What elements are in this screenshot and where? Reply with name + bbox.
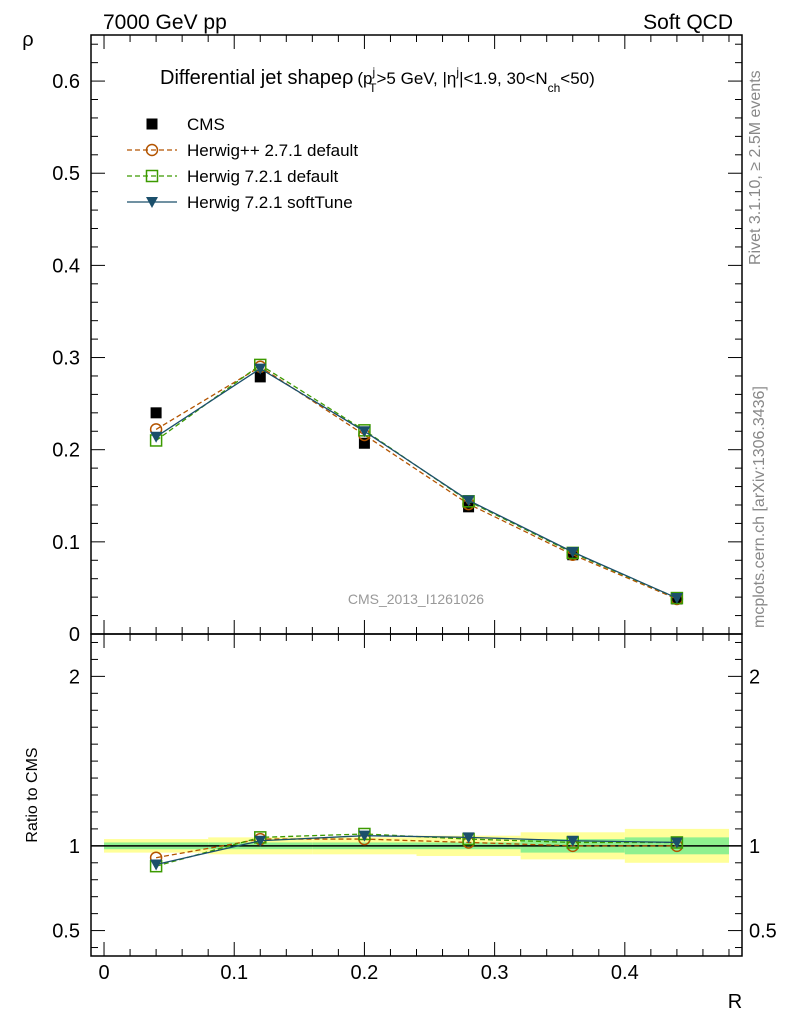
y-tick-label: 0.3 (52, 348, 80, 370)
ratio-y-tick-label: 2 (69, 666, 80, 688)
y-tick-label: 0.2 (52, 440, 80, 462)
main-plot-panel: 0.1 0.2 0.3 0.4 0.5 0.6 0 ρ Differential jet s… (22, 29, 743, 646)
ratio-y-tick-label: 0.5 (52, 921, 80, 943)
x-axis-label: R (728, 991, 742, 1013)
x-tick-label: 0 (98, 962, 109, 984)
legend-label: Herwig 7.2.1 default (187, 167, 338, 186)
ratio-point-series-2 (254, 835, 267, 847)
x-tick-label: 0.3 (481, 962, 509, 984)
legend-label: Herwig++ 2.7.1 default (187, 141, 358, 160)
ratio-y-tick-label: 1 (69, 836, 80, 858)
data-point-series-0 (150, 407, 162, 419)
title-main: Differential jet shape (160, 67, 342, 89)
data-point-series-3 (150, 431, 163, 443)
title-cut-mid: >5 GeV, |η (377, 69, 457, 88)
title-cut-p-sub: T (369, 81, 377, 95)
ratio-y-tick-label-right: 1 (749, 836, 760, 858)
ratio-y-tick-label-right: 0.5 (749, 921, 777, 943)
x-tick-label: 0.2 (351, 962, 379, 984)
data-point-series-3 (462, 495, 475, 507)
ratio-point-series-2 (358, 830, 371, 842)
data-point-series-3 (254, 363, 267, 375)
ratio-plot-frame (90, 633, 743, 957)
title-cut-open: (p (357, 69, 372, 88)
y-tick-label: 0.6 (52, 71, 80, 93)
legend-label: CMS (187, 115, 225, 134)
title-cut-mid2: |<1.9, 30<N (459, 69, 548, 88)
x-tick-label: 0.4 (611, 962, 639, 984)
series-line-1 (155, 365, 678, 600)
plot-title: Differential jet shapeρ (pj T>5 GeV, |ηj|<… (160, 65, 595, 95)
data-point-series-3 (670, 593, 683, 605)
legend-marker (146, 118, 158, 130)
title-cut-eta-sup: j (455, 65, 459, 79)
data-point-series-0 (358, 437, 370, 449)
legend: CMS Herwig++ 2.7.1 default Herwig 7.2.1 de… (127, 115, 358, 212)
header-left: 7000 GeV pp (103, 11, 227, 34)
header-right: Soft QCD (643, 11, 733, 34)
y-tick-label-zero: 0 (69, 624, 80, 646)
series-line-3 (155, 367, 678, 599)
main-plot-marks (149, 358, 684, 606)
ratio-point-series-2 (462, 832, 475, 844)
ratio-plot-axes: 0 0.1 0.2 0.3 0.4 0.5 0.5 1 1 2 2 (52, 634, 777, 984)
legend-marker (145, 143, 159, 157)
ratio-y-tick-label-right: 2 (749, 666, 760, 688)
ratio-plot-panel: 0 0.1 0.2 0.3 0.4 0.5 0.5 1 1 2 2 Ratio to CMS R (24, 633, 777, 1013)
analysis-watermark: CMS_2013_I1261026 (348, 591, 484, 607)
title-cut-close: <50) (560, 69, 595, 88)
main-plot-axes: 0.1 0.2 0.3 0.4 0.5 0.6 0 (52, 35, 742, 646)
title-cut-n-sub: ch (548, 81, 561, 95)
mcplots-source-label: mcplots.cern.ch [arXiv:1306.3436] (751, 386, 768, 628)
ratio-line-2 (155, 835, 677, 866)
data-point-series-3 (358, 426, 371, 438)
legend-marker (145, 169, 159, 183)
ratio-point-series-2 (566, 835, 579, 847)
legend-marker (146, 197, 158, 208)
data-point-series-3 (566, 546, 579, 558)
legend-label: Herwig 7.2.1 softTune (187, 193, 353, 212)
data-point-series-0 (254, 371, 266, 383)
ratio-y-axis-label: Ratio to CMS (24, 747, 41, 842)
ratio-plot-marks (149, 827, 684, 873)
x-tick-label: 0.1 (220, 962, 248, 984)
y-axis-label: ρ (22, 29, 33, 51)
title-rho: ρ (342, 67, 353, 89)
title-cut-p-sup: j (371, 65, 375, 79)
y-tick-label: 0.5 (52, 163, 80, 185)
y-tick-label: 0.1 (52, 532, 80, 554)
ratio-point-series-2 (670, 837, 683, 849)
ratio-point-series-2 (150, 859, 163, 871)
y-tick-label: 0.4 (52, 255, 80, 277)
rivet-version-label: Rivet 3.1.10, ≥ 2.5M events (747, 70, 764, 265)
